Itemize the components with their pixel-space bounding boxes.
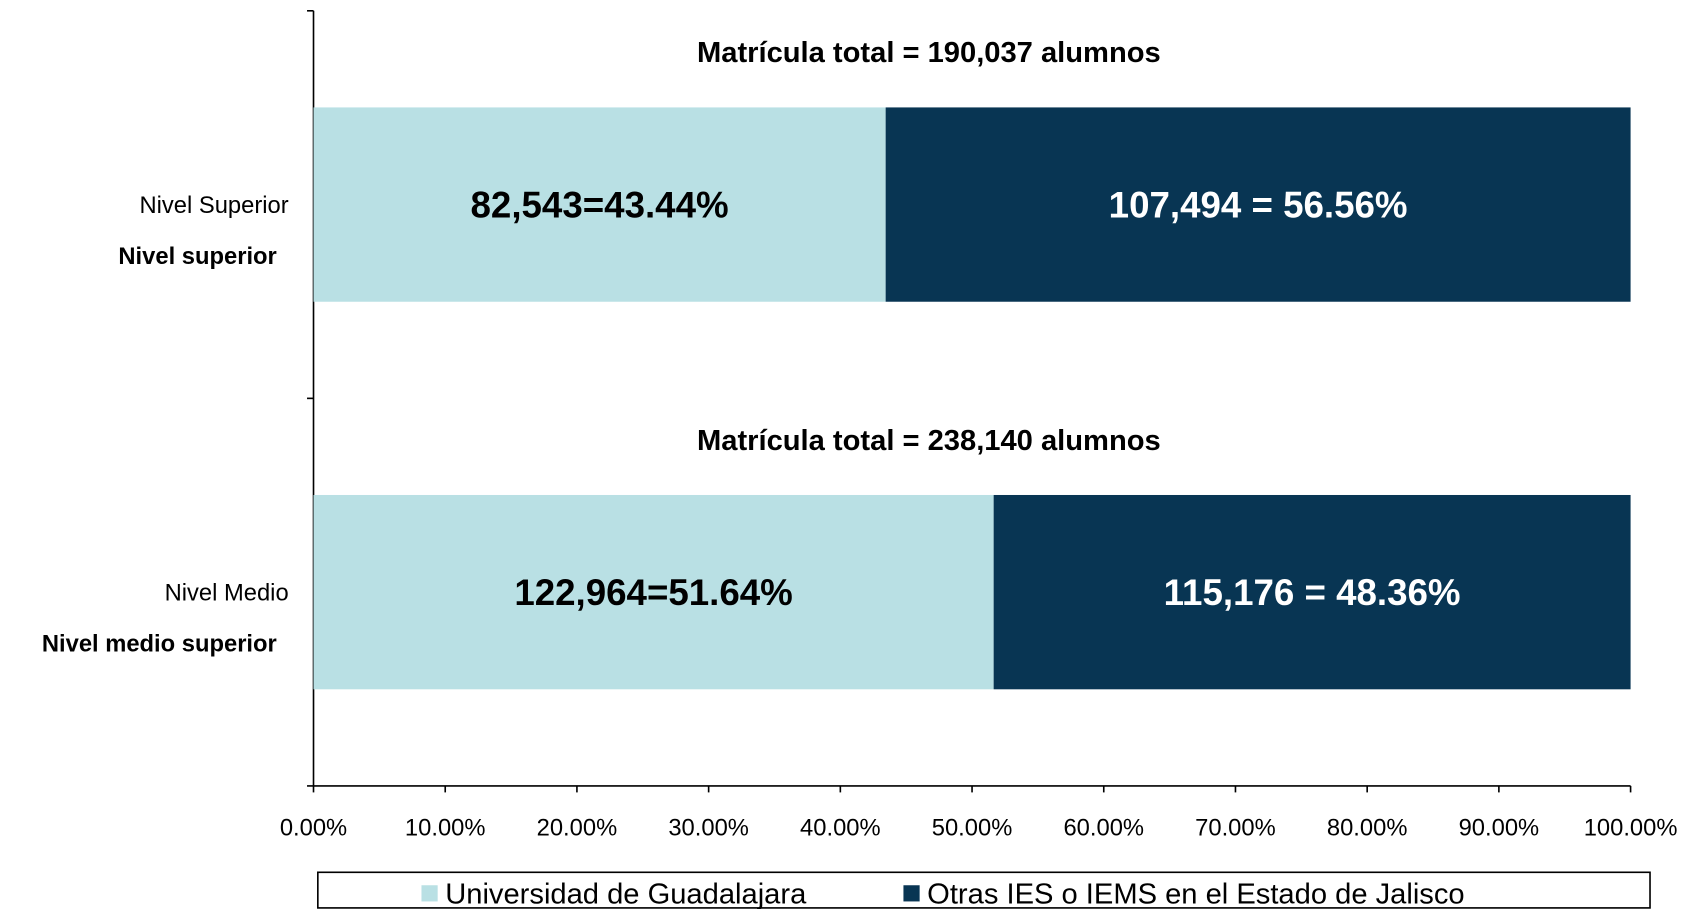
x-tick-label: 70.00% [1195, 814, 1276, 841]
x-tick-label: 10.00% [405, 814, 486, 841]
legend-swatch [421, 885, 438, 902]
bar-segment [313, 494, 994, 690]
x-tick-label: 30.00% [668, 814, 749, 841]
x-tick-label: 80.00% [1327, 814, 1408, 841]
category-subtitle: Nivel superior [118, 243, 276, 270]
x-tick-label: 90.00% [1459, 814, 1540, 841]
legend-swatch [903, 885, 920, 902]
x-tick-label: 60.00% [1063, 814, 1144, 841]
value-label: 122,964=51.64% [514, 572, 792, 613]
annotation: Matrícula total = 238,140 alumnos [697, 425, 1161, 457]
bar-segment [885, 107, 1631, 302]
value-label: 107,494 = 56.56% [1109, 185, 1408, 226]
value-label: 82,543=43.44% [471, 185, 729, 226]
legend-label: Otras IES o IEMS en el Estado de Jalisco [927, 879, 1464, 909]
x-tick-label: 40.00% [800, 814, 881, 841]
annotation: Matrícula total = 190,037 alumnos [697, 37, 1161, 69]
x-tick-label: 20.00% [537, 814, 618, 841]
x-tick-label: 0.00% [280, 814, 347, 841]
category-label: Nivel Medio [165, 580, 289, 607]
legend-box [317, 871, 1651, 909]
x-tick-label: 100.00% [1584, 814, 1678, 841]
category-label: Nivel Superior [140, 192, 289, 219]
bar-segment [313, 107, 886, 302]
value-label: 115,176 = 48.36% [1164, 572, 1461, 613]
bar-segment [993, 494, 1631, 690]
x-tick-label: 50.00% [932, 814, 1013, 841]
category-subtitle: Nivel medio superior [42, 630, 277, 657]
legend-label: Universidad de Guadalajara [445, 879, 807, 909]
